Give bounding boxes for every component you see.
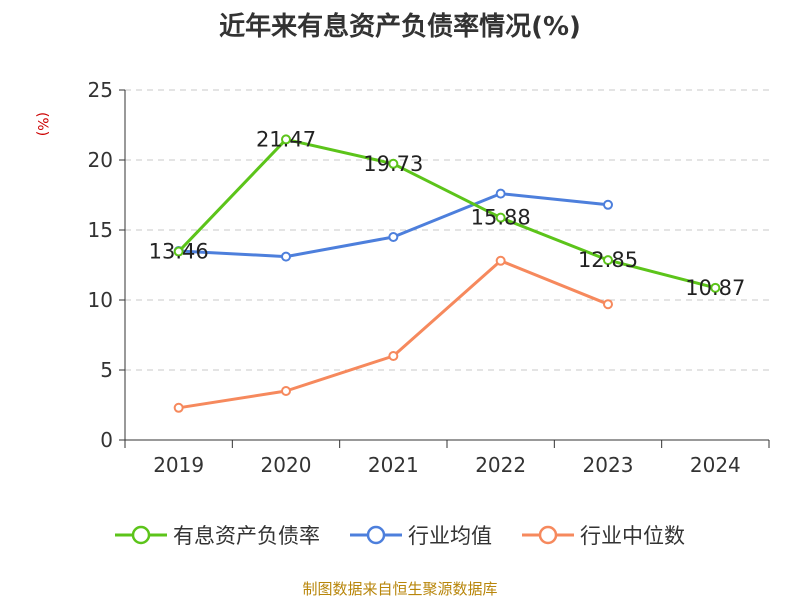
series-line	[178, 259, 609, 410]
data-label: 19.73	[363, 152, 423, 176]
data-point	[173, 402, 184, 413]
legend-item[interactable]: 行业中位数	[522, 520, 685, 550]
legend-label: 行业均值	[408, 524, 492, 548]
legend-swatch-marker	[131, 525, 151, 545]
x-tick-label: 2021	[368, 453, 419, 477]
data-point	[388, 158, 399, 169]
source-note: 制图数据来自恒生聚源数据库	[302, 580, 498, 598]
data-point	[281, 251, 291, 262]
x-tick-label: 2022	[475, 453, 526, 477]
x-tick-label: 2019	[153, 453, 204, 477]
legend-label: 行业中位数	[580, 524, 685, 548]
data-label: 10.87	[685, 276, 745, 300]
grid-lines	[125, 89, 769, 371]
series-line	[177, 137, 716, 290]
y-tick-label: 15	[88, 218, 113, 242]
series-layer	[173, 134, 721, 413]
data-point	[281, 134, 291, 145]
chart-title: 近年来有息资产负债率情况(%)	[219, 12, 581, 42]
data-labels: 13.46 21.47 19.73 15.88 12.85 10.87	[149, 127, 746, 299]
y-tick-label: 0	[100, 428, 113, 452]
data-point	[388, 232, 399, 242]
data-label: 13.46	[149, 240, 209, 264]
data-label: 12.85	[578, 248, 638, 272]
data-point	[603, 255, 613, 266]
y-tick-label: 10	[88, 288, 113, 312]
y-tick-label: 20	[88, 148, 113, 172]
series-line	[178, 192, 609, 259]
x-tick-label: 2020	[261, 453, 312, 477]
data-point	[495, 188, 506, 199]
data-point	[388, 351, 399, 361]
legend-item[interactable]: 行业均值	[350, 520, 492, 550]
legend-item[interactable]: 有息资产负债率	[115, 520, 320, 550]
legend-swatch	[522, 525, 574, 545]
legend-label: 有息资产负债率	[173, 524, 320, 548]
axes: 0 5 10 15 20 25 2019 2020 2021 2022 2023 2024	[88, 78, 770, 477]
data-point	[173, 246, 184, 257]
legend: 有息资产负债率 行业均值 行业中位数	[0, 520, 800, 550]
data-point	[603, 299, 613, 310]
legend-swatch	[115, 525, 167, 545]
data-label: 15.88	[471, 206, 531, 230]
y-tick-label: 25	[88, 78, 113, 102]
data-point	[603, 199, 613, 210]
legend-swatch	[350, 525, 402, 545]
legend-swatch-marker	[366, 525, 386, 545]
data-point	[710, 282, 721, 293]
data-point	[495, 212, 506, 223]
y-tick-label: 5	[100, 358, 113, 382]
data-point	[281, 386, 291, 396]
x-tick-label: 2023	[583, 453, 634, 477]
x-tick-label: 2024	[690, 453, 741, 477]
data-label: 21.47	[256, 127, 316, 151]
data-point	[495, 255, 506, 266]
legend-swatch-marker	[538, 525, 558, 545]
